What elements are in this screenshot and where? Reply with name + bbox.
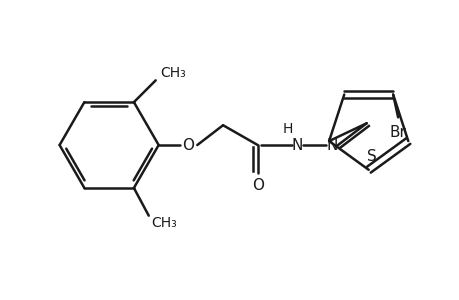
Text: H: H — [282, 122, 292, 136]
Text: O: O — [182, 137, 194, 152]
Text: S: S — [366, 149, 376, 164]
Text: N: N — [291, 137, 302, 152]
Text: N: N — [325, 137, 337, 152]
Text: Br: Br — [389, 125, 406, 140]
Text: CH₃: CH₃ — [151, 216, 177, 230]
Text: CH₃: CH₃ — [160, 66, 186, 80]
Text: O: O — [251, 178, 263, 193]
